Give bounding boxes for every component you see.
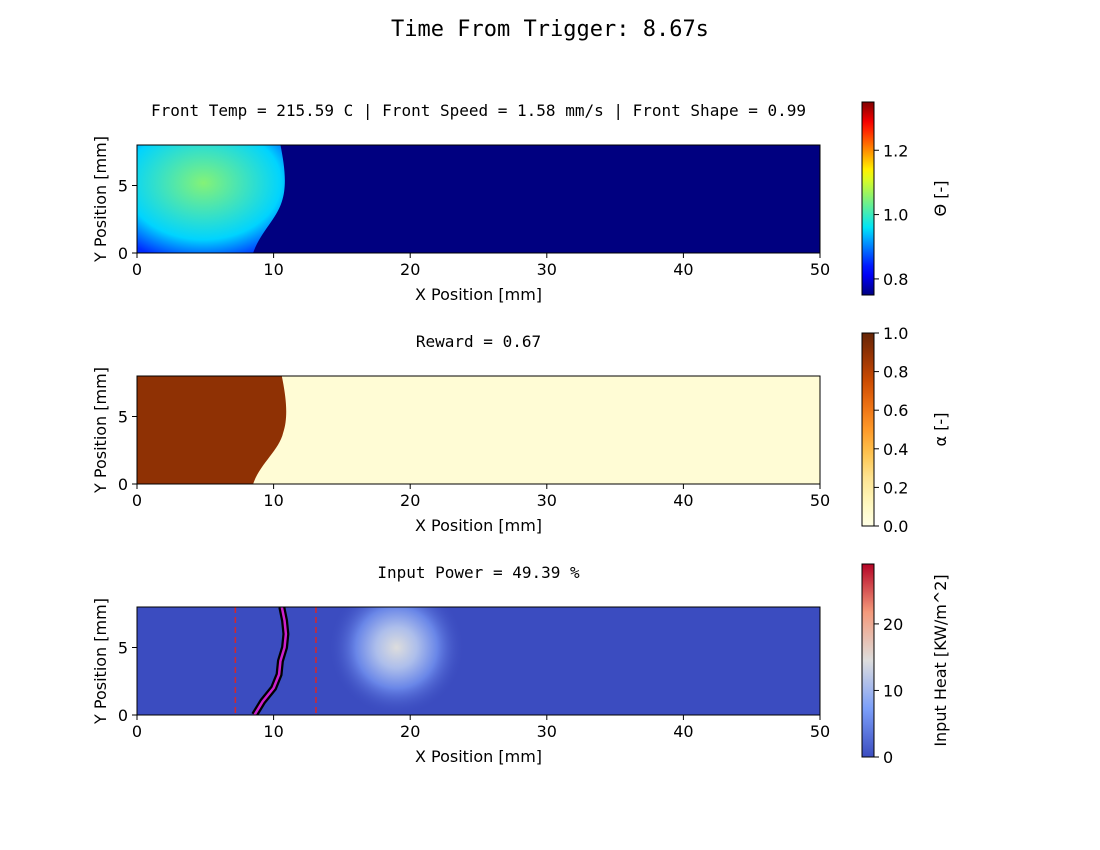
axes-frame xyxy=(136,606,821,716)
colorbar-tick-label: 0.8 xyxy=(883,270,908,289)
cured-region xyxy=(137,376,287,484)
axes-title-2: Reward = 0.67 xyxy=(416,332,541,351)
plot-area-2 xyxy=(137,376,820,484)
colorbar-tick-label: 0 xyxy=(883,748,893,767)
colorbar-tick-label: 0.6 xyxy=(883,401,908,420)
x-tick-label: 20 xyxy=(400,260,420,279)
x-tick-label: 20 xyxy=(400,491,420,510)
x-tick-label: 50 xyxy=(810,722,830,741)
plot-area-1 xyxy=(137,145,820,253)
x-tick-label: 30 xyxy=(537,260,557,279)
panel-1: Front Temp = 215.59 C | Front Speed = 1.… xyxy=(91,101,950,304)
colorbar-1 xyxy=(861,101,875,296)
y-tick-label: 0 xyxy=(118,475,128,494)
x-tick-label: 10 xyxy=(263,260,283,279)
x-axis-label: X Position [mm] xyxy=(415,285,542,304)
temp-hot-region xyxy=(137,145,285,253)
colorbar-tick-label: 10 xyxy=(883,681,903,700)
colorbar-label: Input Heat [KW/m^2] xyxy=(931,574,950,746)
x-tick-label: 0 xyxy=(132,260,142,279)
heat-background xyxy=(137,607,820,715)
x-tick-label: 0 xyxy=(132,491,142,510)
x-tick-label: 0 xyxy=(132,722,142,741)
y-tick-label: 5 xyxy=(118,408,128,427)
y-axis-label: Y Position [mm] xyxy=(91,598,110,725)
y-tick-label: 5 xyxy=(118,177,128,196)
x-tick-label: 20 xyxy=(400,722,420,741)
x-tick-label: 30 xyxy=(537,722,557,741)
front-line-highlight xyxy=(253,607,288,715)
x-tick-label: 10 xyxy=(263,722,283,741)
colorbar-tick-label: 0.4 xyxy=(883,440,908,459)
colorbar-label: α [-] xyxy=(931,413,950,447)
x-tick-label: 40 xyxy=(673,491,693,510)
axes-title-3: Input Power = 49.39 % xyxy=(377,563,580,582)
panel-2: Reward = 0.67 0 10 20 30 40 50 0 5 X Position [mm… xyxy=(91,324,950,536)
axes-title-1: Front Temp = 215.59 C | Front Speed = 1.… xyxy=(151,101,806,120)
figure-suptitle: Time From Trigger: 8.67s xyxy=(391,17,709,42)
x-tick-label: 10 xyxy=(263,491,283,510)
panel-3: Input Power = 49.39 % 0 10 20 30 40 50 0 5 X Posi… xyxy=(91,563,950,767)
colorbar-tick-label: 0.0 xyxy=(883,517,908,536)
x-tick-label: 40 xyxy=(673,722,693,741)
x-axis-label: X Position [mm] xyxy=(415,516,542,535)
plot-area-3 xyxy=(137,607,820,715)
axes-frame xyxy=(136,144,821,254)
x-tick-label: 50 xyxy=(810,260,830,279)
y-tick-label: 0 xyxy=(118,706,128,725)
x-tick-label: 30 xyxy=(537,491,557,510)
colorbar-3 xyxy=(861,563,875,758)
x-axis-label: X Position [mm] xyxy=(415,747,542,766)
x-tick-label: 40 xyxy=(673,260,693,279)
y-tick-label: 0 xyxy=(118,244,128,263)
y-tick-label: 5 xyxy=(118,639,128,658)
colorbar-tick-label: 1.0 xyxy=(883,206,908,225)
colorbar-tick-label: 0.2 xyxy=(883,478,908,497)
y-axis-label: Y Position [mm] xyxy=(91,136,110,263)
colorbar-tick-label: 1.2 xyxy=(883,141,908,160)
colorbar-2 xyxy=(861,332,875,527)
colorbar-tick-label: 1.0 xyxy=(883,324,908,343)
x-tick-label: 50 xyxy=(810,491,830,510)
colorbar-label: Θ [-] xyxy=(931,181,950,217)
colorbar-tick-label: 0.8 xyxy=(883,363,908,382)
colorbar-tick-label: 20 xyxy=(883,615,903,634)
y-axis-label: Y Position [mm] xyxy=(91,367,110,494)
heat-source xyxy=(328,607,465,715)
axes-frame xyxy=(136,375,821,485)
